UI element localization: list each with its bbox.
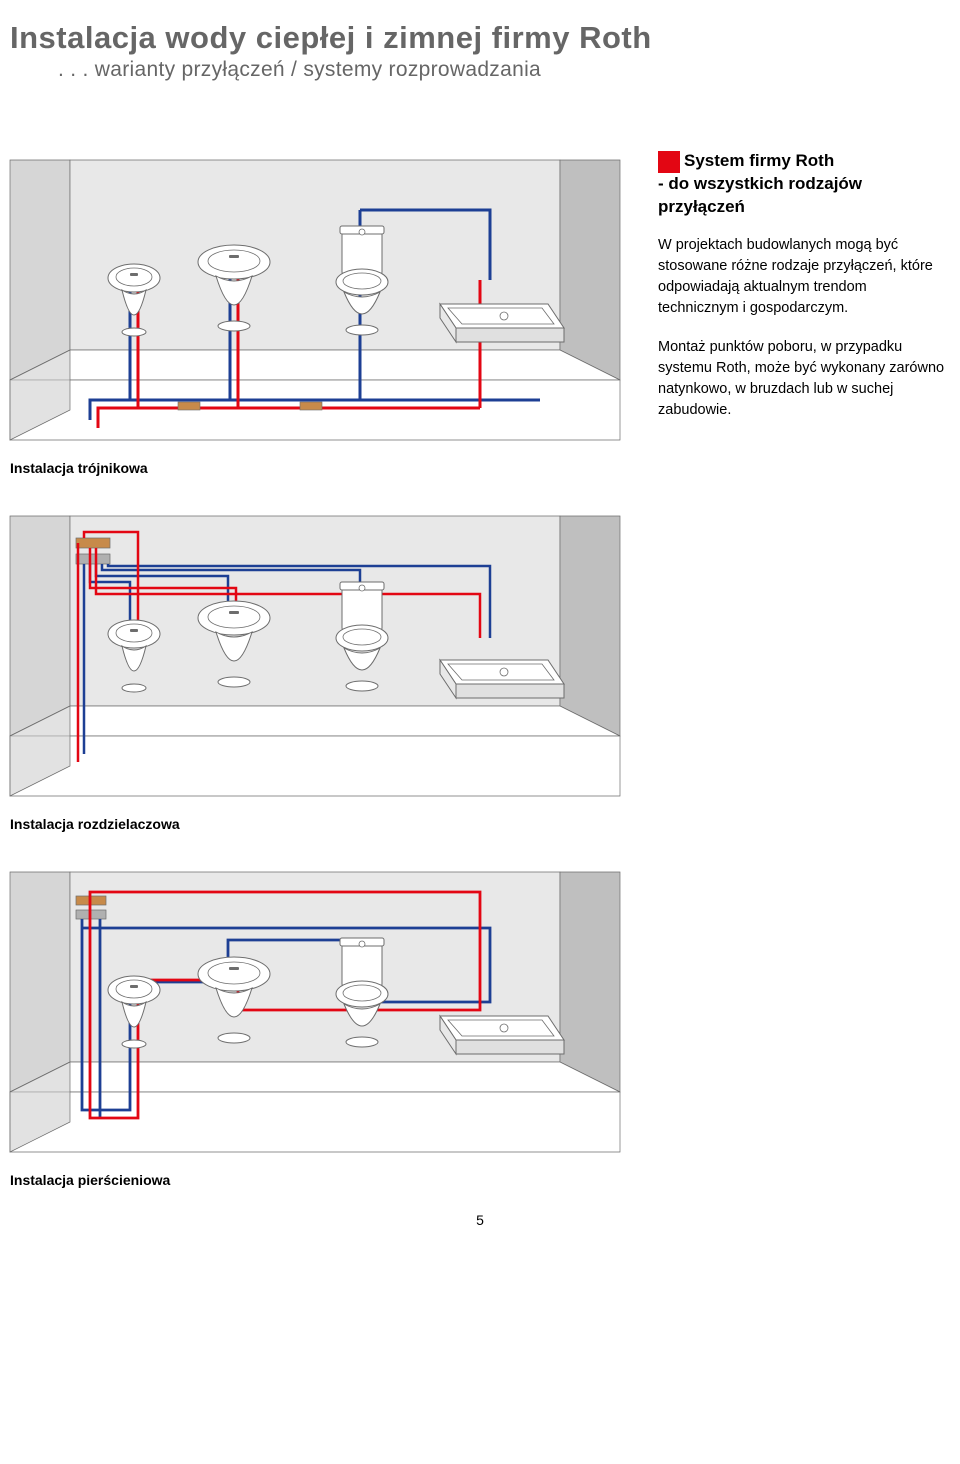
caption-manifold: Instalacja rozdzielaczowa <box>0 816 960 832</box>
caption-ring: Instalacja pierścieniowa <box>0 1172 960 1188</box>
diagram-tee <box>0 150 640 460</box>
paragraph-1: W projektach budowlanych mogą być stosow… <box>658 235 950 319</box>
box-heading-line1: System firmy Roth <box>684 151 834 170</box>
brand-square-icon <box>658 151 680 173</box>
page-title: Instalacja wody ciepłej i zimnej firmy R… <box>0 20 960 56</box>
page-subtitle: . . . warianty przyłączeń / systemy rozp… <box>0 56 960 82</box>
box-heading: System firmy Roth - do wszystkich rodzaj… <box>658 150 950 219</box>
diagram-ring <box>0 862 960 1172</box>
box-heading-line2: - do wszystkich rodzajów przyłączeń <box>658 173 950 219</box>
paragraph-2: Montaż punktów poboru, w przypadku syste… <box>658 337 950 421</box>
caption-tee: Instalacja trójnikowa <box>0 460 960 476</box>
sidebar-text: System firmy Roth - do wszystkich rodzaj… <box>640 150 960 460</box>
page-number: 5 <box>0 1212 960 1228</box>
diagram-manifold <box>0 506 960 816</box>
section-tee: System firmy Roth - do wszystkich rodzaj… <box>0 150 960 460</box>
